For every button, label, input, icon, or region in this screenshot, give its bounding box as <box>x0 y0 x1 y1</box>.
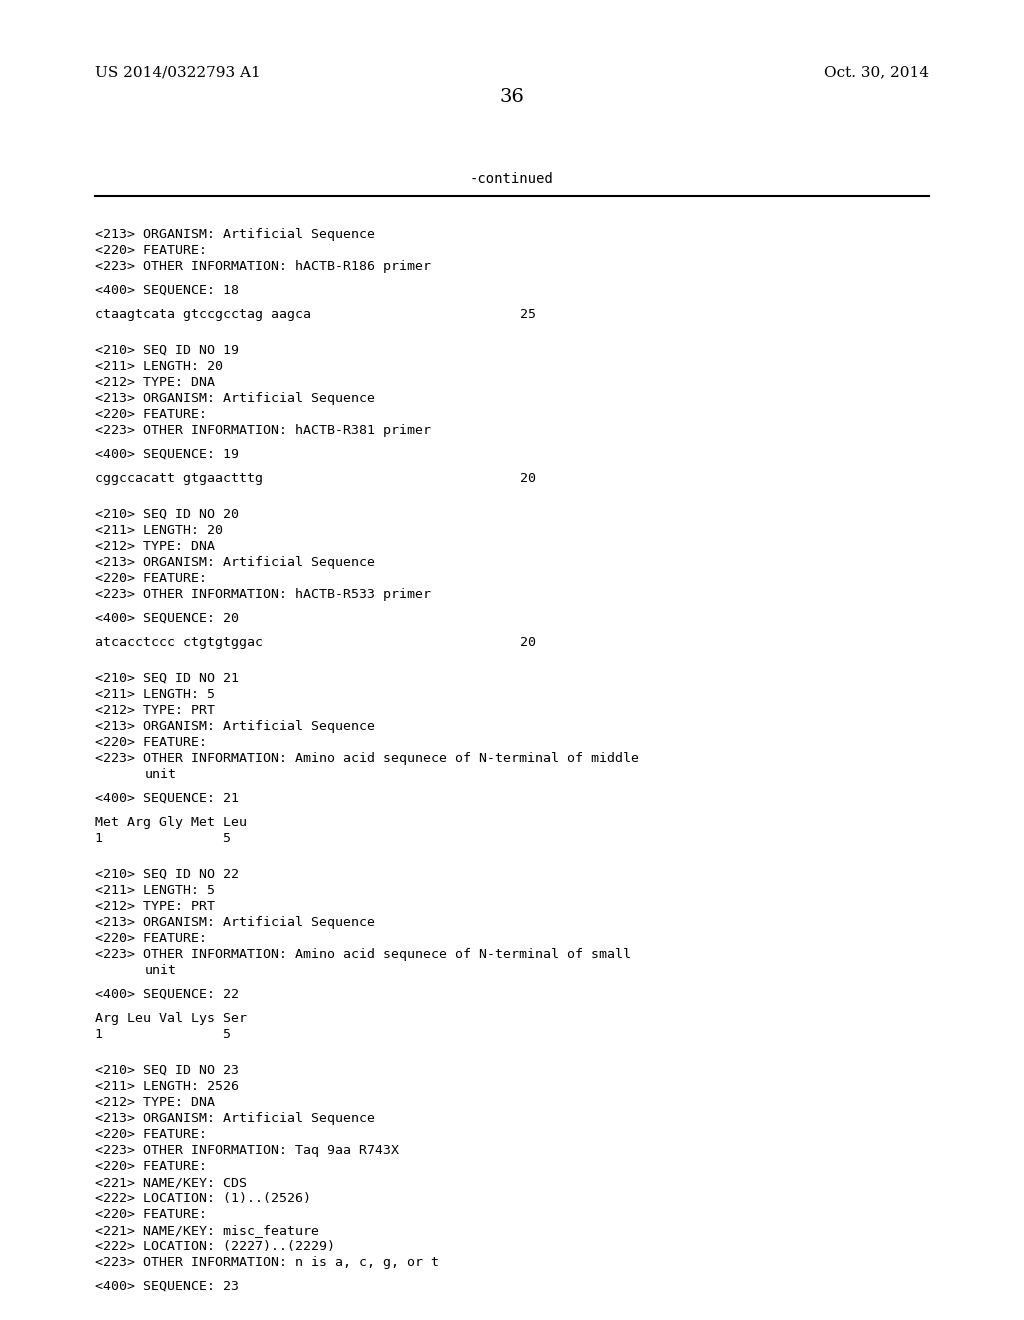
Text: <213> ORGANISM: Artificial Sequence: <213> ORGANISM: Artificial Sequence <box>95 1111 375 1125</box>
Text: <223> OTHER INFORMATION: hACTB-R186 primer: <223> OTHER INFORMATION: hACTB-R186 prim… <box>95 260 431 273</box>
Text: Oct. 30, 2014: Oct. 30, 2014 <box>824 65 929 79</box>
Text: <400> SEQUENCE: 23: <400> SEQUENCE: 23 <box>95 1280 239 1294</box>
Text: <223> OTHER INFORMATION: hACTB-R533 primer: <223> OTHER INFORMATION: hACTB-R533 prim… <box>95 587 431 601</box>
Text: <220> FEATURE:: <220> FEATURE: <box>95 932 207 945</box>
Text: <211> LENGTH: 2526: <211> LENGTH: 2526 <box>95 1080 239 1093</box>
Text: <212> TYPE: DNA: <212> TYPE: DNA <box>95 1096 215 1109</box>
Text: <400> SEQUENCE: 19: <400> SEQUENCE: 19 <box>95 447 239 461</box>
Text: <400> SEQUENCE: 21: <400> SEQUENCE: 21 <box>95 792 239 805</box>
Text: -continued: -continued <box>470 172 554 186</box>
Text: <211> LENGTH: 20: <211> LENGTH: 20 <box>95 524 223 537</box>
Text: <223> OTHER INFORMATION: Amino acid sequnece of N-terminal of small: <223> OTHER INFORMATION: Amino acid sequ… <box>95 948 631 961</box>
Text: <223> OTHER INFORMATION: hACTB-R381 primer: <223> OTHER INFORMATION: hACTB-R381 prim… <box>95 424 431 437</box>
Text: unit: unit <box>145 768 177 781</box>
Text: <211> LENGTH: 5: <211> LENGTH: 5 <box>95 688 215 701</box>
Text: <222> LOCATION: (1)..(2526): <222> LOCATION: (1)..(2526) <box>95 1192 311 1205</box>
Text: <220> FEATURE:: <220> FEATURE: <box>95 572 207 585</box>
Text: <211> LENGTH: 5: <211> LENGTH: 5 <box>95 884 215 898</box>
Text: <213> ORGANISM: Artificial Sequence: <213> ORGANISM: Artificial Sequence <box>95 392 375 405</box>
Text: Met Arg Gly Met Leu: Met Arg Gly Met Leu <box>95 816 247 829</box>
Text: <223> OTHER INFORMATION: Amino acid sequnece of N-terminal of middle: <223> OTHER INFORMATION: Amino acid sequ… <box>95 752 639 766</box>
Text: <223> OTHER INFORMATION: Taq 9aa R743X: <223> OTHER INFORMATION: Taq 9aa R743X <box>95 1144 399 1158</box>
Text: <221> NAME/KEY: misc_feature: <221> NAME/KEY: misc_feature <box>95 1224 319 1237</box>
Text: <210> SEQ ID NO 19: <210> SEQ ID NO 19 <box>95 345 239 356</box>
Text: <213> ORGANISM: Artificial Sequence: <213> ORGANISM: Artificial Sequence <box>95 556 375 569</box>
Text: <212> TYPE: PRT: <212> TYPE: PRT <box>95 704 215 717</box>
Text: <221> NAME/KEY: CDS: <221> NAME/KEY: CDS <box>95 1176 247 1189</box>
Text: <213> ORGANISM: Artificial Sequence: <213> ORGANISM: Artificial Sequence <box>95 916 375 929</box>
Text: atcacctccc ctgtgtggac: atcacctccc ctgtgtggac <box>95 636 263 649</box>
Text: <210> SEQ ID NO 22: <210> SEQ ID NO 22 <box>95 869 239 880</box>
Text: 1               5: 1 5 <box>95 1028 231 1041</box>
Text: <220> FEATURE:: <220> FEATURE: <box>95 1160 207 1173</box>
Text: <210> SEQ ID NO 23: <210> SEQ ID NO 23 <box>95 1064 239 1077</box>
Text: <400> SEQUENCE: 20: <400> SEQUENCE: 20 <box>95 612 239 624</box>
Text: <222> LOCATION: (2227)..(2229): <222> LOCATION: (2227)..(2229) <box>95 1239 335 1253</box>
Text: ctaagtcata gtccgcctag aagca: ctaagtcata gtccgcctag aagca <box>95 308 311 321</box>
Text: <212> TYPE: PRT: <212> TYPE: PRT <box>95 900 215 913</box>
Text: Arg Leu Val Lys Ser: Arg Leu Val Lys Ser <box>95 1012 247 1026</box>
Text: <212> TYPE: DNA: <212> TYPE: DNA <box>95 376 215 389</box>
Text: <210> SEQ ID NO 21: <210> SEQ ID NO 21 <box>95 672 239 685</box>
Text: <220> FEATURE:: <220> FEATURE: <box>95 244 207 257</box>
Text: <213> ORGANISM: Artificial Sequence: <213> ORGANISM: Artificial Sequence <box>95 228 375 242</box>
Text: <212> TYPE: DNA: <212> TYPE: DNA <box>95 540 215 553</box>
Text: 1               5: 1 5 <box>95 832 231 845</box>
Text: <210> SEQ ID NO 20: <210> SEQ ID NO 20 <box>95 508 239 521</box>
Text: 20: 20 <box>520 473 536 484</box>
Text: cggccacatt gtgaactttg: cggccacatt gtgaactttg <box>95 473 263 484</box>
Text: <400> SEQUENCE: 18: <400> SEQUENCE: 18 <box>95 284 239 297</box>
Text: <220> FEATURE:: <220> FEATURE: <box>95 1129 207 1140</box>
Text: 25: 25 <box>520 308 536 321</box>
Text: 20: 20 <box>520 636 536 649</box>
Text: unit: unit <box>145 964 177 977</box>
Text: <400> SEQUENCE: 22: <400> SEQUENCE: 22 <box>95 987 239 1001</box>
Text: <213> ORGANISM: Artificial Sequence: <213> ORGANISM: Artificial Sequence <box>95 719 375 733</box>
Text: <211> LENGTH: 20: <211> LENGTH: 20 <box>95 360 223 374</box>
Text: <220> FEATURE:: <220> FEATURE: <box>95 737 207 748</box>
Text: US 2014/0322793 A1: US 2014/0322793 A1 <box>95 65 261 79</box>
Text: <223> OTHER INFORMATION: n is a, c, g, or t: <223> OTHER INFORMATION: n is a, c, g, o… <box>95 1257 439 1269</box>
Text: <220> FEATURE:: <220> FEATURE: <box>95 408 207 421</box>
Text: <220> FEATURE:: <220> FEATURE: <box>95 1208 207 1221</box>
Text: 36: 36 <box>500 88 524 106</box>
